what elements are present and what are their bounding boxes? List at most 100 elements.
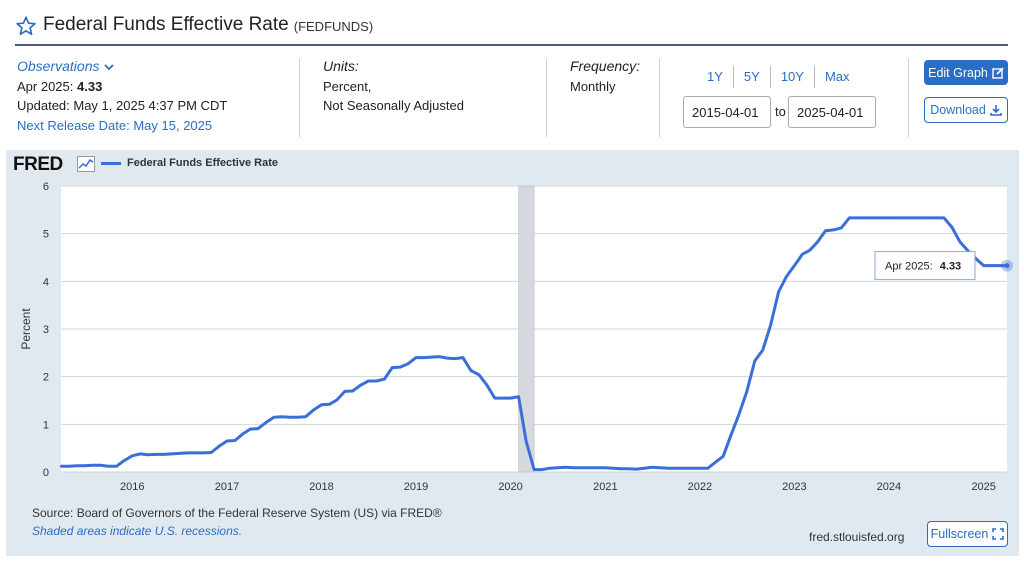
data-point (445, 356, 449, 360)
x-tick-label: 2021 (593, 481, 617, 493)
data-point (840, 226, 843, 230)
observations-toggle[interactable]: Observations (17, 57, 297, 77)
data-point (801, 252, 804, 256)
data-point (982, 264, 985, 267)
data-point (367, 379, 370, 383)
end-date-input[interactable] (788, 96, 876, 128)
hover-marker-center (1004, 263, 1010, 269)
data-point (328, 403, 331, 406)
data-point (721, 455, 725, 458)
data-point (272, 415, 276, 419)
data-point (580, 466, 583, 469)
data-point (280, 415, 284, 418)
data-point (871, 216, 875, 220)
data-point (75, 464, 78, 468)
data-point (682, 466, 686, 470)
source-note: Source: Board of Governors of the Federa… (32, 506, 442, 520)
data-point (139, 452, 142, 456)
data-point (903, 216, 906, 220)
edit-graph-label: Edit Graph (928, 65, 988, 80)
data-point (564, 466, 567, 469)
download-button[interactable]: Download (924, 97, 1008, 123)
data-point (911, 216, 914, 220)
data-point (997, 264, 1001, 267)
data-point (808, 249, 811, 252)
data-point (351, 389, 354, 393)
x-tick-label: 2025 (971, 481, 995, 493)
data-point (785, 275, 788, 278)
frequency-value: Monthly (570, 78, 616, 94)
title-bar: Federal Funds Effective Rate (FEDFUNDS) (15, 14, 1008, 46)
data-point (635, 467, 638, 471)
star-icon[interactable] (15, 15, 37, 37)
data-point (186, 451, 189, 455)
start-date-input[interactable] (683, 96, 771, 128)
updated-text: Updated: May 1, 2025 4:37 PM CDT (17, 98, 228, 113)
data-point (312, 408, 315, 412)
data-point (154, 453, 157, 456)
data-point (288, 415, 292, 419)
data-point (895, 216, 899, 220)
fullscreen-label: Fullscreen (930, 527, 989, 541)
line-chart[interactable]: 0 1 2 3 4 5 6 2016 2017 2018 2019 2020 2021 2022 2023… (6, 150, 1019, 500)
units-line1: Percent, (323, 78, 372, 94)
divider (908, 59, 909, 137)
graph-panel: FRED Federal Funds Effective Rate 0 1 2 3 4 5… (6, 150, 1019, 556)
data-point (517, 395, 520, 398)
units-column: Units: Percent, Not Seasonally Adjusted (323, 57, 533, 116)
data-point (729, 434, 733, 437)
data-point (816, 240, 819, 243)
y-tick-label: 4 (43, 276, 49, 288)
data-point (927, 216, 930, 220)
divider (299, 59, 300, 137)
range-10y[interactable]: 10Y (769, 66, 814, 88)
x-tick-label: 2024 (877, 481, 901, 493)
data-point (91, 464, 94, 467)
divider (659, 59, 660, 137)
data-point (596, 466, 599, 469)
data-point (706, 466, 710, 470)
data-point (919, 216, 922, 220)
fred-chart-icon (77, 156, 95, 172)
data-point (414, 356, 418, 359)
units-line2: Not Seasonally Adjusted (323, 98, 464, 113)
download-icon (989, 105, 1002, 116)
range-1y[interactable]: 1Y (707, 69, 723, 84)
fullscreen-icon (992, 528, 1005, 540)
data-point (745, 390, 748, 394)
data-point (122, 459, 126, 462)
data-point (934, 216, 938, 220)
next-release-link[interactable]: Next Release Date: May 15, 2025 (17, 117, 213, 133)
range-5y[interactable]: 5Y (732, 66, 770, 88)
data-point (659, 466, 662, 469)
y-tick-label: 2 (43, 372, 49, 384)
data-point (67, 465, 70, 468)
range-presets: 1Y 5Y 10Y Max (697, 66, 860, 88)
y-tick-label: 3 (43, 324, 49, 336)
data-point (249, 427, 252, 431)
range-max[interactable]: Max (813, 66, 860, 88)
series-title: Federal Funds Effective Rate (43, 14, 289, 35)
data-point (225, 439, 229, 443)
data-point (83, 464, 86, 468)
data-point (359, 384, 362, 387)
recession-note[interactable]: Shaded areas indicate U.S. recessions. (32, 524, 243, 538)
observations-label: Observations (17, 58, 100, 74)
edit-graph-button[interactable]: Edit Graph (924, 60, 1008, 85)
y-tick-label: 5 (43, 229, 49, 241)
data-point (178, 452, 181, 455)
legend-label: Federal Funds Effective Rate (127, 157, 278, 169)
data-point (761, 348, 764, 352)
x-tick-label: 2017 (215, 481, 239, 493)
x-tick-label: 2018 (309, 481, 333, 493)
y-axis-label: Percent (19, 308, 33, 350)
data-point (107, 465, 110, 468)
fullscreen-button[interactable]: Fullscreen (927, 521, 1008, 547)
latest-period: Apr 2025: (17, 78, 74, 94)
data-point (950, 226, 954, 229)
tooltip-label: Apr 2025: (885, 261, 933, 273)
data-point (256, 427, 260, 430)
data-point (241, 433, 244, 436)
data-point (217, 445, 221, 448)
units-label: Units: (323, 58, 359, 74)
